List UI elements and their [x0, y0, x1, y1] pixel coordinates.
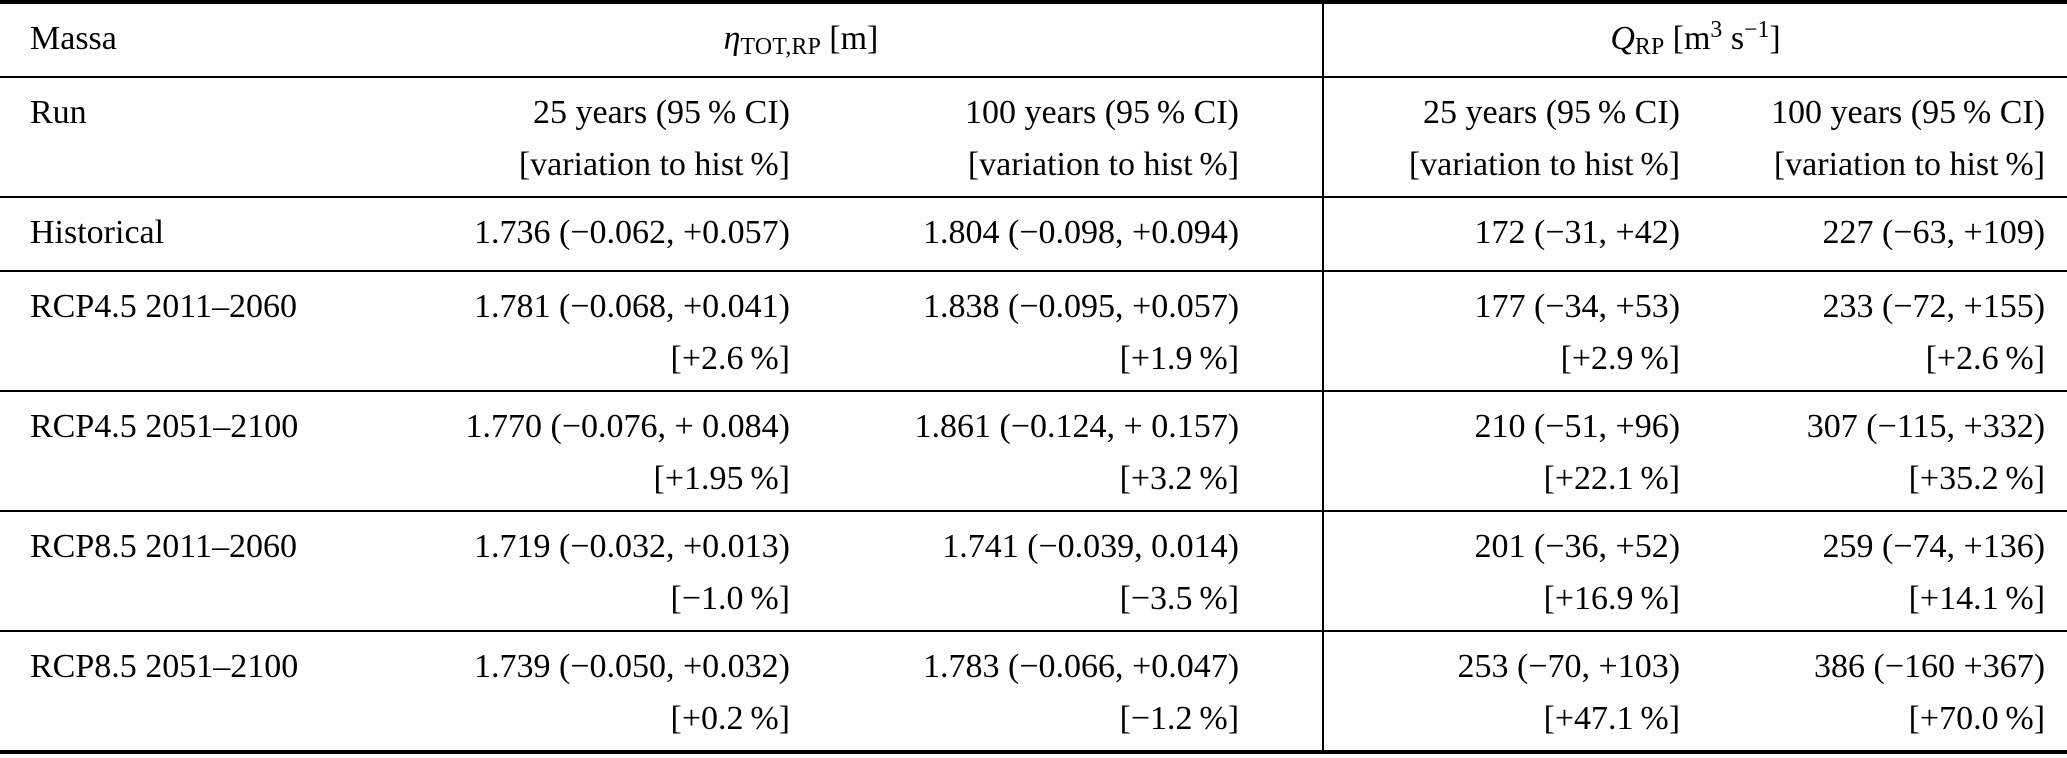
value-line: 201 (−36, +52)	[1474, 528, 1681, 565]
eta-100y-cell: 1.804 (−0.098, +0.094)	[800, 197, 1324, 272]
variation-line: [+0.2 %]	[670, 700, 790, 737]
table-row-rcp45-2051-2100: RCP4.5 2051–2100 1.770 (−0.076, + 0.084)…	[0, 391, 2067, 512]
value-line: 307 (−115, +332)	[1806, 408, 2046, 445]
run-cell: RCP8.5 2051–2100	[30, 648, 299, 685]
q-100y-header: 100 years (95 % CI) [variation to hist %…	[1690, 77, 2067, 198]
eta-25y-cell: 1.736 (−0.062, +0.057)	[390, 197, 800, 272]
run-cell: RCP4.5 2011–2060	[0, 271, 390, 392]
eta-symbol: η	[723, 20, 741, 57]
variation-line: [+47.1 %]	[1543, 700, 1681, 737]
q-25y-cell: 253 (−70, +103) [+47.1 %]	[1322, 631, 1691, 752]
q-100y-cell: 307 (−115, +332) [+35.2 %]	[1690, 391, 2067, 512]
variation-line: [+16.9 %]	[1543, 580, 1681, 617]
q-symbol: Q	[1610, 20, 1635, 57]
value-line: 172 (−31, +42)	[1474, 214, 1681, 251]
run-header: Run	[0, 77, 390, 198]
column-subtitle: [variation to hist %]	[1773, 146, 2046, 183]
variation-line: [+14.1 %]	[1908, 580, 2046, 617]
value-line: 1.861 (−0.124, + 0.157)	[914, 408, 1240, 445]
column-subtitle: [variation to hist %]	[518, 146, 790, 183]
variation-line: [−1.0 %]	[670, 580, 790, 617]
variation-line: [+2.6 %]	[1925, 340, 2046, 377]
value-line: 1.719 (−0.032, +0.013)	[474, 528, 790, 565]
variation-line: [−3.5 %]	[1119, 580, 1240, 617]
table-row-rcp85-2011-2060: RCP8.5 2011–2060 1.719 (−0.032, +0.013) […	[0, 511, 2067, 632]
eta-25y-cell: 1.739 (−0.050, +0.032) [+0.2 %]	[390, 631, 800, 752]
massa-label: Massa	[0, 2, 390, 78]
value-line: 1.770 (−0.076, + 0.084)	[465, 408, 791, 445]
group-header-row: Massa ηTOT,RP [m] QRP [m3 s−1]	[0, 2, 2067, 78]
eta-100y-cell: 1.861 (−0.124, + 0.157) [+3.2 %]	[800, 391, 1324, 512]
value-line: 1.736 (−0.062, +0.057)	[474, 214, 790, 251]
table-row-historical: Historical 1.736 (−0.062, +0.057) 1.804 …	[0, 197, 2067, 272]
q-25y-cell: 201 (−36, +52) [+16.9 %]	[1322, 511, 1691, 632]
value-line: 1.838 (−0.095, +0.057)	[923, 288, 1240, 325]
run-cell: Historical	[0, 197, 390, 272]
value-line: 1.739 (−0.050, +0.032)	[474, 648, 790, 685]
variation-line: [−1.2 %]	[1119, 700, 1240, 737]
value-line: 1.783 (−0.066, +0.047)	[923, 648, 1240, 685]
eta-100y-header: 100 years (95 % CI) [variation to hist %…	[800, 77, 1324, 198]
q-25y-cell: 210 (−51, +96) [+22.1 %]	[1322, 391, 1691, 512]
value-line: 259 (−74, +136)	[1822, 528, 2046, 565]
column-title: 25 years (95 % CI)	[1423, 94, 1681, 131]
variation-line: [+35.2 %]	[1908, 460, 2046, 497]
q-25y-cell: 172 (−31, +42)	[1322, 197, 1691, 272]
eta-100y-cell: 1.741 (−0.039, 0.014) [−3.5 %]	[800, 511, 1324, 632]
value-line: 1.804 (−0.098, +0.094)	[923, 214, 1240, 251]
run-cell: RCP8.5 2011–2060	[0, 511, 390, 632]
value-line: 177 (−34, +53)	[1474, 288, 1681, 325]
value-line: 386 (−160 +367)	[1814, 648, 2046, 685]
table-row-rcp45-2011-2060: RCP4.5 2011–2060 1.781 (−0.068, +0.041) […	[0, 271, 2067, 392]
column-subtitle: [variation to hist %]	[1408, 146, 1681, 183]
q-unit: [m3 s−1]	[1672, 17, 1781, 57]
eta-100y-cell: 1.783 (−0.066, +0.047) [−1.2 %]	[800, 631, 1323, 752]
q-100y-cell: 233 (−72, +155) [+2.6 %]	[1690, 271, 2067, 392]
value-line: 227 (−63, +109)	[1822, 214, 2046, 251]
column-title: 100 years (95 % CI)	[965, 94, 1240, 131]
q-25y-cell: 177 (−34, +53) [+2.9 %]	[1322, 271, 1691, 392]
eta-group-header: ηTOT,RP [m]	[390, 2, 1324, 78]
run-cell: RCP4.5 2051–2100	[0, 391, 390, 512]
eta-25y-header: 25 years (95 % CI) [variation to hist %]	[390, 77, 800, 198]
eta-25y-cell: 1.781 (−0.068, +0.041) [+2.6 %]	[390, 271, 800, 392]
eta-subscript: TOT,RP	[740, 34, 822, 61]
value-line: 210 (−51, +96)	[1474, 408, 1681, 445]
q-100y-cell: 259 (−74, +136) [+14.1 %]	[1690, 511, 2067, 632]
value-line: 253 (−70, +103)	[1457, 648, 1681, 685]
variation-line: [+22.1 %]	[1543, 460, 1681, 497]
variation-line: [+70.0 %]	[1908, 700, 2046, 737]
q-subscript: RP	[1634, 34, 1665, 61]
eta-unit: [m]	[829, 20, 879, 57]
q-100y-cell: 227 (−63, +109)	[1690, 197, 2067, 272]
column-title: 100 years (95 % CI)	[1771, 94, 2046, 131]
eta-25y-cell: 1.719 (−0.032, +0.013) [−1.0 %]	[390, 511, 800, 632]
value-line: 1.781 (−0.068, +0.041)	[474, 288, 790, 325]
q-group-header: QRP [m3 s−1]	[1322, 2, 2067, 78]
q-100y-cell: 386 (−160 +367) [+70.0 %]	[1690, 631, 2067, 752]
variation-line: [+1.9 %]	[1119, 340, 1240, 377]
variation-line: [+1.95 %]	[653, 460, 790, 497]
variation-line: [+2.9 %]	[1560, 340, 1681, 377]
column-header-row: Run 25 years (95 % CI) [variation to his…	[0, 77, 2067, 198]
table-row-rcp85-2051-2100: RCP8.5 2051–2100 1.739 (−0.050, +0.032) […	[0, 631, 2067, 752]
column-title: 25 years (95 % CI)	[532, 94, 790, 131]
variation-line: [+3.2 %]	[1119, 460, 1240, 497]
variation-line: [+2.6 %]	[670, 340, 790, 377]
value-line: 233 (−72, +155)	[1822, 288, 2046, 325]
q-25y-header: 25 years (95 % CI) [variation to hist %]	[1322, 77, 1691, 198]
eta-25y-cell: 1.770 (−0.076, + 0.084) [+1.95 %]	[390, 391, 800, 512]
value-line: 1.741 (−0.039, 0.014)	[942, 528, 1240, 565]
eta-100y-cell: 1.838 (−0.095, +0.057) [+1.9 %]	[800, 271, 1324, 392]
column-subtitle: [variation to hist %]	[967, 146, 1240, 183]
